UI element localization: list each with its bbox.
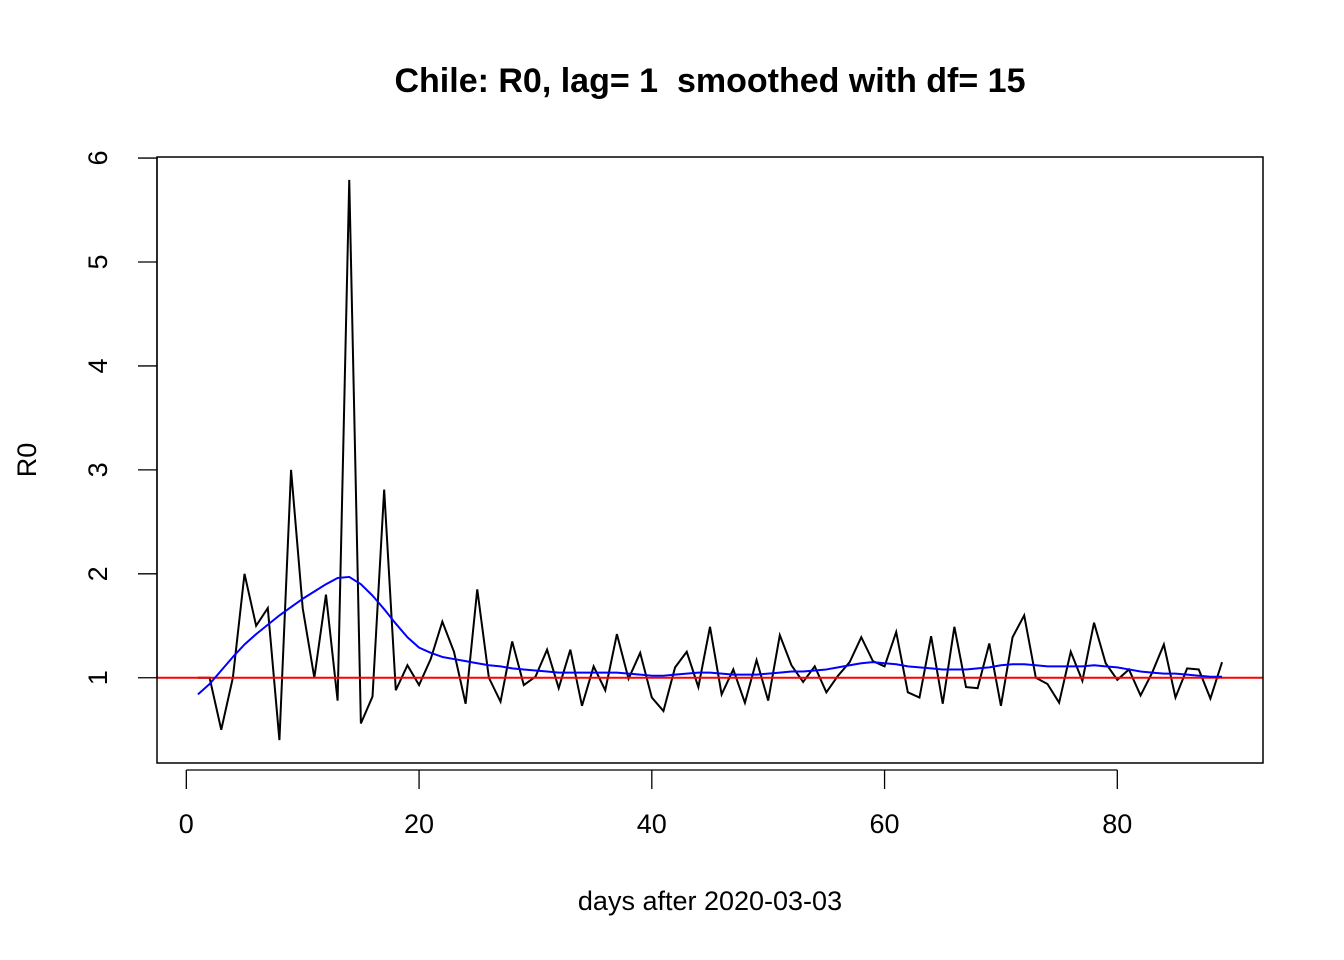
x-tick-label: 40 bbox=[637, 809, 667, 839]
y-tick-label: 6 bbox=[83, 151, 113, 166]
x-tick-label: 80 bbox=[1102, 809, 1132, 839]
y-tick-label: 1 bbox=[83, 670, 113, 685]
series-line-smoothed bbox=[197, 575, 1223, 696]
y-tick-label: 3 bbox=[83, 462, 113, 477]
x-tick-label: 0 bbox=[179, 809, 194, 839]
y-tick-label: 5 bbox=[83, 254, 113, 269]
series-line-r0 bbox=[197, 179, 1223, 741]
x-tick-label: 60 bbox=[870, 809, 900, 839]
plot-area bbox=[157, 179, 1263, 741]
plot-frame bbox=[156, 156, 1264, 764]
x-tick-label: 20 bbox=[404, 809, 434, 839]
y-axis: 1 2 3 4 5 6 bbox=[83, 151, 158, 685]
x-axis-label: days after 2020-03-03 bbox=[578, 886, 842, 916]
y-tick-label: 4 bbox=[83, 358, 113, 373]
y-tick-label: 2 bbox=[83, 566, 113, 581]
y-axis-label: R0 bbox=[12, 443, 42, 478]
chart-title: Chile: R0, lag= 1 smoothed with df= 15 bbox=[394, 62, 1025, 100]
x-axis: 0 20 40 60 80 bbox=[179, 769, 1132, 839]
